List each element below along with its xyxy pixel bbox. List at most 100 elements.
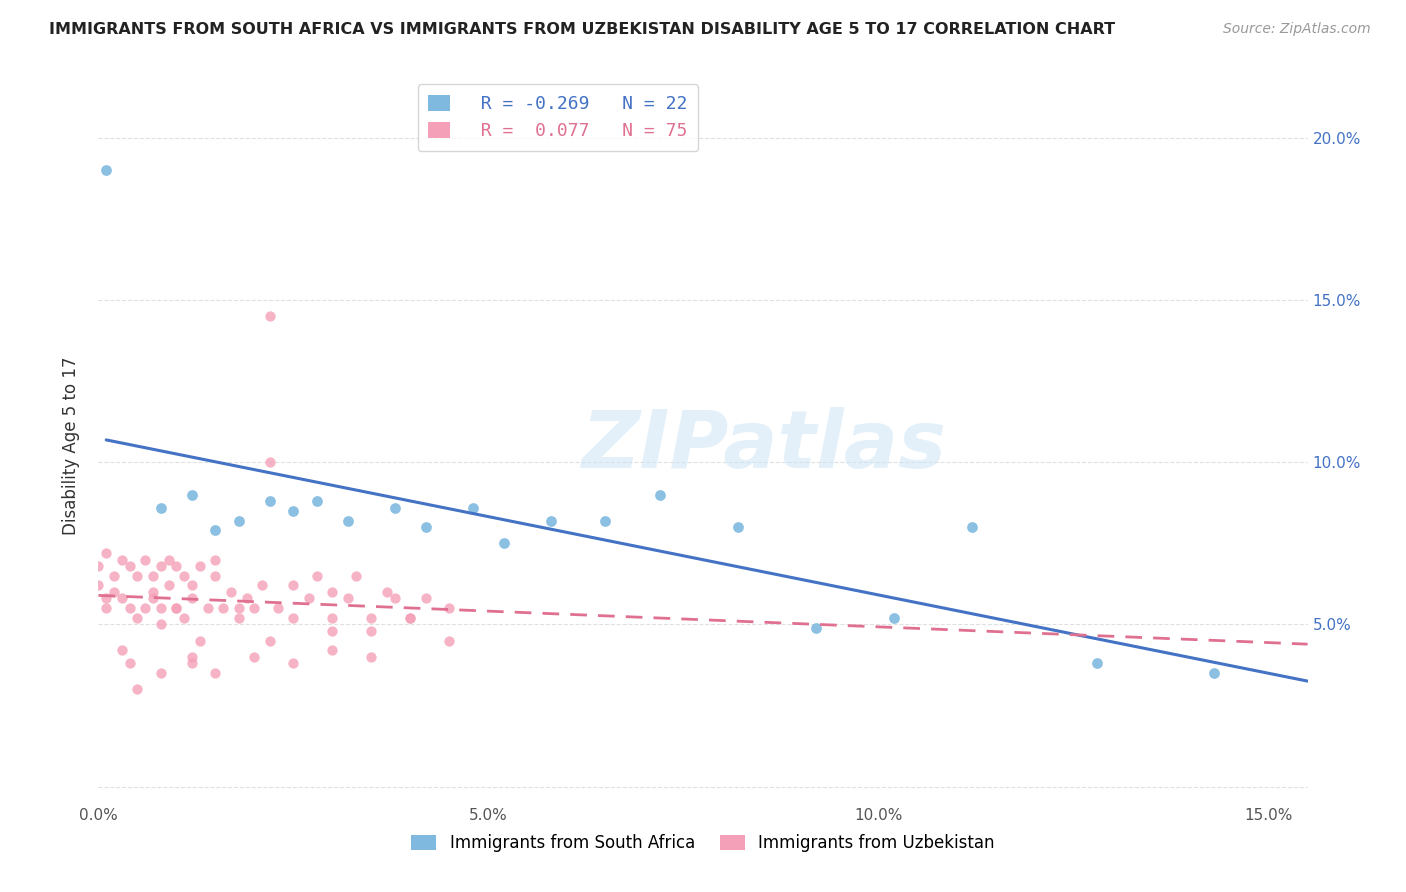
Point	[157, 578, 180, 592]
Point	[142, 568, 165, 582]
Point	[648, 488, 671, 502]
Point	[173, 568, 195, 582]
Y-axis label: Disability Age 5 to 17: Disability Age 5 to 17	[62, 357, 80, 535]
Point	[439, 633, 461, 648]
Point	[283, 578, 305, 592]
Point	[181, 657, 204, 671]
Point	[228, 611, 250, 625]
Point	[188, 559, 211, 574]
Point	[103, 585, 125, 599]
Point	[118, 601, 141, 615]
Point	[118, 559, 141, 574]
Point	[360, 611, 382, 625]
Point	[283, 504, 305, 518]
Point	[259, 455, 281, 469]
Point	[127, 682, 149, 697]
Point	[494, 536, 516, 550]
Point	[181, 591, 204, 606]
Text: ZIPatlas: ZIPatlas	[581, 407, 946, 485]
Legend: Immigrants from South Africa, Immigrants from Uzbekistan: Immigrants from South Africa, Immigrants…	[405, 828, 1001, 859]
Point	[96, 546, 118, 560]
Point	[399, 611, 422, 625]
Point	[149, 617, 172, 632]
Point	[283, 657, 305, 671]
Point	[149, 666, 172, 681]
Point	[235, 591, 257, 606]
Point	[337, 514, 360, 528]
Point	[243, 601, 266, 615]
Point	[87, 559, 110, 574]
Point	[96, 601, 118, 615]
Point	[252, 578, 274, 592]
Point	[181, 578, 204, 592]
Point	[157, 552, 180, 566]
Point	[540, 514, 562, 528]
Point	[165, 559, 187, 574]
Point	[305, 494, 328, 508]
Point	[228, 514, 250, 528]
Point	[344, 568, 367, 582]
Point	[96, 591, 118, 606]
Point	[259, 633, 281, 648]
Point	[305, 568, 328, 582]
Point	[259, 310, 281, 324]
Point	[804, 621, 827, 635]
Point	[384, 591, 406, 606]
Text: IMMIGRANTS FROM SOUTH AFRICA VS IMMIGRANTS FROM UZBEKISTAN DISABILITY AGE 5 TO 1: IMMIGRANTS FROM SOUTH AFRICA VS IMMIGRAN…	[49, 22, 1115, 37]
Point	[134, 601, 156, 615]
Point	[321, 624, 343, 638]
Point	[727, 520, 749, 534]
Point	[439, 601, 461, 615]
Point	[243, 649, 266, 664]
Point	[228, 601, 250, 615]
Point	[399, 611, 422, 625]
Point	[181, 649, 204, 664]
Point	[415, 520, 437, 534]
Point	[188, 633, 211, 648]
Point	[103, 568, 125, 582]
Point	[165, 601, 187, 615]
Point	[1085, 657, 1108, 671]
Point	[219, 585, 242, 599]
Point	[127, 611, 149, 625]
Point	[321, 611, 343, 625]
Point	[283, 611, 305, 625]
Point	[415, 591, 437, 606]
Point	[321, 643, 343, 657]
Point	[204, 666, 226, 681]
Point	[149, 500, 172, 515]
Point	[181, 488, 204, 502]
Point	[960, 520, 983, 534]
Point	[212, 601, 235, 615]
Point	[149, 559, 172, 574]
Point	[337, 591, 360, 606]
Point	[173, 611, 195, 625]
Point	[111, 552, 134, 566]
Point	[384, 500, 406, 515]
Point	[204, 524, 226, 538]
Point	[165, 601, 187, 615]
Point	[375, 585, 398, 599]
Point	[111, 591, 134, 606]
Point	[321, 585, 343, 599]
Point	[87, 578, 110, 592]
Point	[883, 611, 905, 625]
Point	[204, 568, 226, 582]
Point	[197, 601, 219, 615]
Point	[142, 585, 165, 599]
Point	[1202, 666, 1225, 681]
Point	[267, 601, 290, 615]
Point	[298, 591, 321, 606]
Point	[118, 657, 141, 671]
Text: Source: ZipAtlas.com: Source: ZipAtlas.com	[1223, 22, 1371, 37]
Point	[111, 643, 134, 657]
Point	[134, 552, 156, 566]
Point	[127, 568, 149, 582]
Point	[149, 601, 172, 615]
Point	[142, 591, 165, 606]
Point	[360, 624, 382, 638]
Point	[461, 500, 484, 515]
Point	[595, 514, 617, 528]
Point	[96, 163, 118, 178]
Point	[259, 494, 281, 508]
